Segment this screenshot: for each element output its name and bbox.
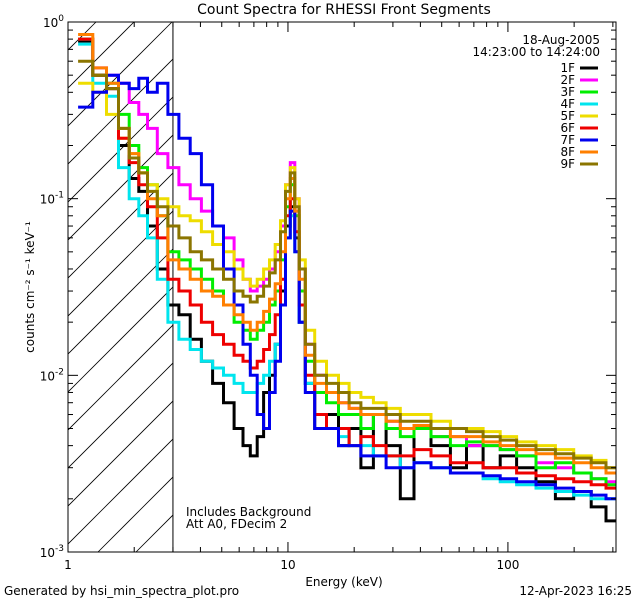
hatch-line [68,248,173,355]
series-8F [78,33,616,475]
legend-label-9F: 9F [560,157,575,171]
hatch-line [68,22,135,89]
series-3F [78,37,616,487]
series-6F [78,37,616,490]
hatch-line [68,22,97,51]
hatch-line [68,22,173,127]
series-4F [78,42,616,501]
hatch-line [68,286,173,393]
legend-label-5F: 5F [560,109,575,123]
series-5F [78,81,616,470]
hatch-line [68,324,173,431]
legend-label-6F: 6F [560,121,575,135]
generated-by-text: Generated by hsi_min_spectra_plot.pro [4,584,240,598]
x-tick-label: 10 [280,558,295,572]
annotation-background: Includes Background [186,505,311,519]
hatched-region [0,22,174,552]
hatch-line [68,58,173,165]
legend-label-7F: 7F [560,133,575,147]
hatch-line [0,22,20,552]
time-range-label: 14:23:00 to 14:24:00 [473,45,600,59]
axes: 1 10 100 100 10-1 10-2 10-3 [40,14,616,572]
chart-title: Count Spectra for RHESSI Front Segments [197,2,491,18]
legend-label-4F: 4F [560,97,575,111]
hatch-line [68,400,173,507]
y-tick-label: 10-1 [40,191,64,207]
hatch-line [68,134,173,241]
hatch-line [68,438,173,545]
legend-label-2F: 2F [560,73,575,87]
series-9F [78,59,616,470]
timestamp-text: 12-Apr-2023 16:25 [519,584,632,598]
y-tick-label: 10-3 [40,544,64,560]
legend-label-3F: 3F [560,85,575,99]
x-tick-label: 100 [496,558,519,572]
plot-frame [67,21,617,553]
legend-label-1F: 1F [560,61,575,75]
y-tick-label: 10-2 [40,367,64,383]
hatch-line [68,210,173,317]
series-lines [78,33,616,523]
x-axis-label: Energy (keV) [305,575,382,589]
date-label: 18-Aug-2005 [522,33,600,47]
legend-label-8F: 8F [560,145,575,159]
annotation-attenuator: Att A0, FDecim 2 [186,517,287,531]
y-tick-label: 100 [43,14,64,30]
y-axis-label: counts cm⁻² s⁻¹ keV⁻¹ [23,221,37,353]
x-tick-label: 1 [64,558,72,572]
hatch-line [68,96,173,203]
hatch-line [68,362,173,469]
